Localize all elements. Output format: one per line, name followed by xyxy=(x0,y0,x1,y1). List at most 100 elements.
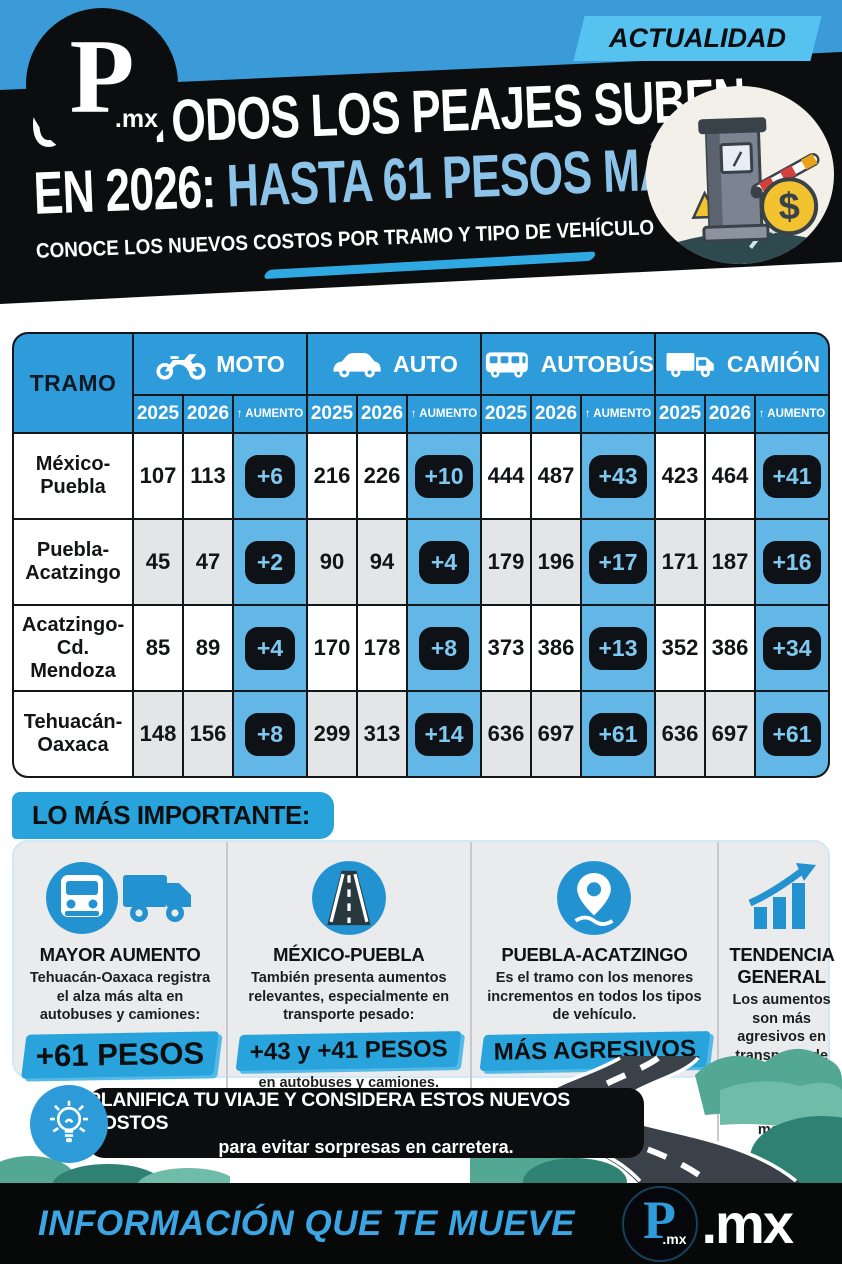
card-body: Es el tramo con los menores incrementos … xyxy=(487,970,702,1024)
col-camion-2026: 2026 xyxy=(706,396,754,432)
aumento-cell: +41 xyxy=(756,434,828,518)
toll-value: 47 xyxy=(184,520,232,604)
aumento-badge: +14 xyxy=(415,712,473,756)
footer: INFORMACIÓN QUE TE MUEVE P .mx .mx xyxy=(0,1183,842,1264)
card-icon-area xyxy=(311,856,387,940)
toll-value: 386 xyxy=(706,606,754,690)
aumento-badge: +16 xyxy=(763,540,821,584)
brand-logo: P .mx xyxy=(26,8,178,160)
card-after-text: en autobuses y camiones. xyxy=(258,1074,440,1091)
aumento-cell: +43 xyxy=(582,434,654,518)
card-body: También presenta aumentos relevantes, es… xyxy=(248,970,450,1024)
toll-value: 45 xyxy=(134,520,182,604)
toll-value: 464 xyxy=(706,434,754,518)
aumento-badge: +41 xyxy=(763,454,821,498)
toll-value: 299 xyxy=(308,692,356,776)
toll-value: 423 xyxy=(656,434,704,518)
brand-logo-p: P xyxy=(69,18,135,135)
trend-up-icon xyxy=(748,863,816,929)
aumento-badge: +6 xyxy=(245,454,295,498)
brand-logo-mx: .mx xyxy=(114,105,158,133)
card-highlight: +43 y +41 PESOS xyxy=(235,1030,462,1071)
tip-line1: PLANIFICA TU VIAJE Y CONSIDERA ESTOS NUE… xyxy=(88,1088,570,1134)
lightbulb-glyph xyxy=(49,1100,89,1143)
highlight-card-mexico-puebla: MÉXICO-PUEBLA También presenta aumentos … xyxy=(226,842,469,1148)
toll-table: TRAMO MOTO AUTO xyxy=(12,332,830,778)
toll-value: 170 xyxy=(308,606,356,690)
footer-logo-circle: P .mx xyxy=(621,1185,698,1262)
toll-value: 107 xyxy=(134,434,182,518)
toll-value: 85 xyxy=(134,606,182,690)
motorcycle-icon xyxy=(156,354,206,380)
section-title: LO MÁS IMPORTANTE: xyxy=(12,792,334,839)
card-icon-area xyxy=(556,856,632,940)
toll-value: 89 xyxy=(184,606,232,690)
location-pin-icon xyxy=(557,861,632,935)
card-highlight: +61 PESOS xyxy=(21,1030,219,1079)
aumento-cell: +16 xyxy=(756,520,828,604)
toll-value: 179 xyxy=(482,520,530,604)
aumento-badge: +10 xyxy=(415,454,473,498)
footer-logo-mx-small: .mx xyxy=(662,1230,687,1247)
aumento-cell: +61 xyxy=(582,692,654,776)
toll-value: 352 xyxy=(656,606,704,690)
bus-truck-icon xyxy=(46,862,192,934)
aumento-cell: +4 xyxy=(234,606,306,690)
aumento-cell: +61 xyxy=(756,692,828,776)
aumento-badge: +61 xyxy=(589,712,647,756)
card-icon-area xyxy=(45,856,195,940)
tramo-cell: Acatzingo- Cd. Mendoza xyxy=(14,606,132,690)
aumento-cell: +14 xyxy=(408,692,480,776)
col-autobus-aumento: ↑ AUMENTO xyxy=(582,396,654,432)
headline-line2-prefix: EN 2026: xyxy=(32,152,229,228)
tramo-cell: Puebla- Acatzingo xyxy=(14,520,132,604)
toll-value: 226 xyxy=(358,434,406,518)
vehicle-group-autobus: AUTOBÚS xyxy=(482,334,654,394)
aumento-badge: +2 xyxy=(245,540,295,584)
col-auto-2025: 2025 xyxy=(308,396,356,432)
group-label: AUTO xyxy=(393,350,458,377)
toll-value: 187 xyxy=(706,520,754,604)
tramo-cell: México- Puebla xyxy=(14,434,132,518)
toll-value: 636 xyxy=(656,692,704,776)
aumento-cell: +6 xyxy=(234,434,306,518)
toll-value: 216 xyxy=(308,434,356,518)
toll-value: 697 xyxy=(532,692,580,776)
aumento-badge: +61 xyxy=(763,712,821,756)
card-body: Los aumentos son más agresivos en transp… xyxy=(732,992,831,1138)
tip-banner: PLANIFICA TU VIAJE Y CONSIDERA ESTOS NUE… xyxy=(88,1088,644,1158)
card-icon-area xyxy=(740,856,824,940)
col-moto-2025: 2025 xyxy=(134,396,182,432)
col-autobus-2025: 2025 xyxy=(482,396,530,432)
aumento-cell: +17 xyxy=(582,520,654,604)
aumento-badge: +4 xyxy=(245,626,295,670)
tip-line2: para evitar sorpresas en carretera. xyxy=(218,1136,514,1157)
aumento-badge: +13 xyxy=(589,626,647,670)
dollar-coin-icon: $ xyxy=(760,177,819,236)
vehicle-group-camion: CAMIÓN xyxy=(656,334,828,394)
toll-value: 487 xyxy=(532,434,580,518)
toll-value: 313 xyxy=(358,692,406,776)
highlights-panel: MAYOR AUMENTO Tehuacán-Oaxaca registra e… xyxy=(12,840,835,1148)
footer-logo-mx-big: .mx xyxy=(701,1192,794,1255)
toll-value: 156 xyxy=(184,692,232,776)
toll-value: 171 xyxy=(656,520,704,604)
col-moto-2026: 2026 xyxy=(184,396,232,432)
footer-logo-p: P xyxy=(643,1189,676,1250)
lightbulb-icon xyxy=(30,1085,108,1163)
col-autobus-2026: 2026 xyxy=(532,396,580,432)
card-heading: TENDENCIA GENERAL xyxy=(729,944,835,987)
toll-value: 148 xyxy=(134,692,182,776)
aumento-badge: +4 xyxy=(419,540,469,584)
col-auto-aumento: ↑ AUMENTO xyxy=(408,396,480,432)
toll-value: 444 xyxy=(482,434,530,518)
aumento-cell: +13 xyxy=(582,606,654,690)
group-label: CAMIÓN xyxy=(726,350,821,377)
aumento-cell: +10 xyxy=(408,434,480,518)
card-heading: MÉXICO-PUEBLA xyxy=(273,944,425,965)
footer-logo: P .mx .mx xyxy=(621,1185,794,1262)
toll-value: 94 xyxy=(358,520,406,604)
badge-label: ACTUALIDAD xyxy=(609,23,786,53)
toll-value: 113 xyxy=(184,434,232,518)
